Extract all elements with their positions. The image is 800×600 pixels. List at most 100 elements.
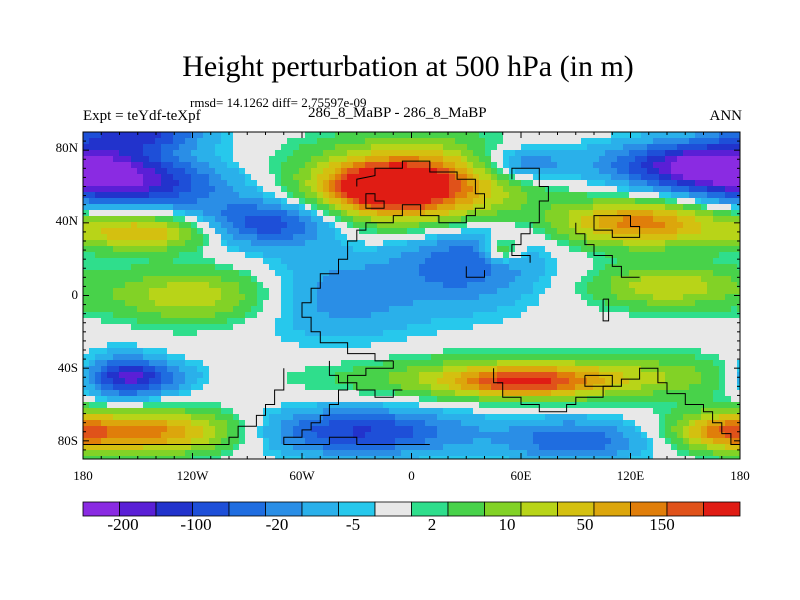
field-cell <box>563 306 570 313</box>
field-cell <box>131 276 138 283</box>
field-cell <box>575 198 582 205</box>
field-cell <box>515 162 522 169</box>
field-cell <box>101 384 108 391</box>
field-cell <box>329 150 336 157</box>
field-cell <box>317 390 324 397</box>
field-cell <box>299 234 306 241</box>
field-cell <box>311 402 318 409</box>
field-cell <box>491 372 498 379</box>
field-cell <box>587 270 594 277</box>
field-cell <box>257 144 264 151</box>
field-cell <box>161 360 168 367</box>
field-cell <box>479 426 486 433</box>
field-cell <box>233 252 240 259</box>
field-cell <box>419 246 426 253</box>
field-cell <box>257 330 264 337</box>
field-cell <box>185 402 192 409</box>
field-cell <box>365 378 372 385</box>
field-cell <box>125 252 132 259</box>
field-cell <box>149 180 156 187</box>
field-cell <box>257 438 264 445</box>
field-cell <box>569 210 576 217</box>
field-cell <box>227 132 234 139</box>
field-cell <box>197 270 204 277</box>
field-cell <box>191 294 198 301</box>
field-cell <box>461 282 468 289</box>
field-cell <box>317 210 324 217</box>
field-cell <box>581 396 588 403</box>
field-cell <box>437 156 444 163</box>
field-cell <box>323 258 330 265</box>
field-cell <box>335 300 342 307</box>
field-cell <box>341 456 348 459</box>
field-cell <box>509 444 516 451</box>
field-cell <box>299 210 306 217</box>
field-cell <box>233 318 240 325</box>
field-cell <box>575 180 582 187</box>
field-cell <box>443 390 450 397</box>
field-cell <box>311 384 318 391</box>
field-cell <box>557 180 564 187</box>
field-cell <box>449 366 456 373</box>
field-cell <box>173 246 180 253</box>
field-cell <box>485 270 492 277</box>
field-cell <box>335 144 342 151</box>
field-cell <box>275 204 282 211</box>
field-cell <box>551 258 558 265</box>
field-cell <box>329 390 336 397</box>
field-cell <box>563 348 570 355</box>
field-cell <box>281 132 288 139</box>
field-cell <box>179 204 186 211</box>
field-cell <box>161 192 168 199</box>
field-cell <box>455 384 462 391</box>
field-cell <box>587 234 594 241</box>
field-cell <box>527 438 534 445</box>
field-cell <box>455 258 462 265</box>
field-cell <box>191 438 198 445</box>
field-cell <box>581 222 588 229</box>
field-cell <box>191 216 198 223</box>
field-cell <box>143 162 150 169</box>
field-cell <box>617 372 624 379</box>
field-cell <box>197 150 204 157</box>
field-cell <box>233 282 240 289</box>
field-cell <box>407 294 414 301</box>
field-cell <box>587 180 594 187</box>
field-cell <box>443 348 450 355</box>
field-cell <box>617 162 624 169</box>
field-cell <box>233 324 240 331</box>
field-cell <box>443 384 450 391</box>
field-cell <box>293 276 300 283</box>
field-cell <box>281 240 288 247</box>
field-cell <box>467 174 474 181</box>
field-cell <box>527 342 534 349</box>
field-cell <box>113 312 120 319</box>
field-cell <box>299 222 306 229</box>
field-cell <box>215 288 222 295</box>
field-cell <box>143 312 150 319</box>
field-cell <box>257 354 264 361</box>
field-cell <box>209 420 216 427</box>
field-cell <box>527 246 534 253</box>
field-cell <box>131 366 138 373</box>
field-cell <box>167 420 174 427</box>
field-cell <box>221 240 228 247</box>
field-cell <box>401 258 408 265</box>
field-cell <box>599 360 606 367</box>
field-cell <box>83 162 90 169</box>
field-cell <box>563 438 570 445</box>
field-cell <box>113 174 120 181</box>
field-cell <box>275 240 282 247</box>
field-cell <box>461 342 468 349</box>
field-cell <box>365 288 372 295</box>
field-cell <box>383 234 390 241</box>
field-cell <box>317 246 324 253</box>
field-cell <box>317 258 324 265</box>
field-cell <box>143 342 150 349</box>
field-cell <box>431 174 438 181</box>
field-cell <box>545 438 552 445</box>
field-cell <box>185 372 192 379</box>
field-cell <box>425 396 432 403</box>
field-cell <box>137 420 144 427</box>
field-cell <box>587 378 594 385</box>
